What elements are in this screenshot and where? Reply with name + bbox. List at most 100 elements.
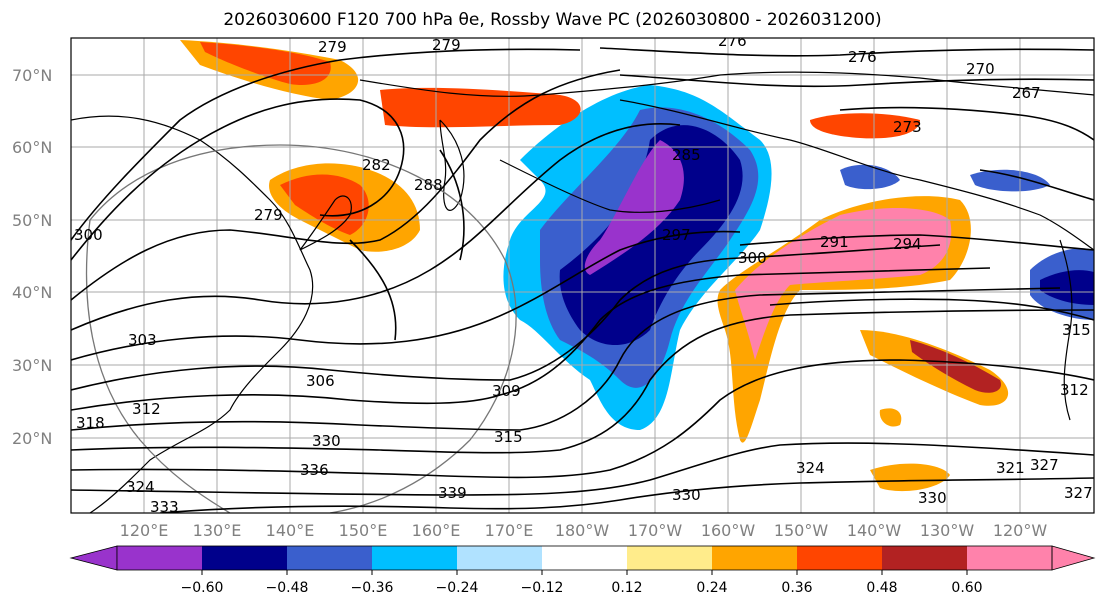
colorbar-tick-label: 0.12 <box>611 580 642 596</box>
pos-anomaly-north-strong-region <box>200 42 331 86</box>
colorbar-segment <box>542 546 627 570</box>
pos-anomaly-east-pacific-strong-region <box>910 340 1001 393</box>
colorbar-tick-label: −0.36 <box>351 580 394 596</box>
colorbar-tick-label: 0.60 <box>951 580 982 596</box>
colorbar-segment <box>372 546 457 570</box>
longitude-label: 160°W <box>701 521 756 540</box>
figure-title: 2026030600 F120 700 hPa θe, Rossby Wave … <box>223 10 882 30</box>
contour-label: 300 <box>738 249 767 267</box>
colorbar-tick-label: −0.24 <box>436 580 479 596</box>
contour-label: 303 <box>128 331 157 349</box>
colorbar-segment <box>287 546 372 570</box>
contour-label: 288 <box>414 176 443 194</box>
colorbar-segment <box>202 546 287 570</box>
contour-label: 315 <box>1062 321 1091 339</box>
kamchatka-coastline <box>439 119 465 211</box>
north-america-coastline <box>1059 239 1073 421</box>
longitude-label: 170°W <box>628 521 683 540</box>
pos-anomaly-gulf-region <box>810 113 920 139</box>
colorbar-tick-label: 0.36 <box>781 580 812 596</box>
longitude-label: 130°W <box>920 521 975 540</box>
colorbar-segment <box>627 546 712 570</box>
colorbar-extend-max <box>1051 545 1096 571</box>
contour-label: 324 <box>126 478 155 496</box>
contour-label: 267 <box>1012 84 1041 102</box>
latitude-label: 50°N <box>12 211 52 230</box>
contour-label: 300 <box>74 226 103 244</box>
contour-label: 312 <box>132 400 161 418</box>
contour-label: 336 <box>300 461 329 479</box>
reference-circle <box>85 144 517 513</box>
pos-anomaly-hawaii-region <box>879 408 902 427</box>
neg-anomaly-purple-region <box>584 140 684 275</box>
latitude-label: 70°N <box>12 66 52 85</box>
colorbar-tick-label: 0.48 <box>866 580 897 596</box>
aleutian-chain <box>499 159 721 213</box>
contour-label: 339 <box>438 484 467 502</box>
contour-label: 276 <box>848 48 877 66</box>
colorbar-segment <box>967 546 1052 570</box>
longitude-label: 140°E <box>266 521 315 540</box>
contour-label: 321 <box>996 459 1025 477</box>
contour-label: 327 <box>1064 484 1093 502</box>
pos-anomaly-siberia-region <box>380 87 581 128</box>
pos-anomaly-pink-region <box>735 208 952 360</box>
anomaly-shading <box>180 40 1094 492</box>
contour-label: 276 <box>718 32 747 50</box>
colorbar: −0.60 −0.48 −0.36 −0.24 −0.12 0.12 0.24 … <box>69 545 1096 596</box>
contour-label: 279 <box>432 36 461 54</box>
contour-label: 324 <box>796 459 825 477</box>
contour-label: 333 <box>150 498 179 516</box>
contour-label: 279 <box>254 206 283 224</box>
contour-label: 285 <box>672 146 701 164</box>
neg-anomaly-bc-dark-region <box>1040 270 1094 305</box>
alaska-coastline <box>619 99 1094 251</box>
contour-label: 291 <box>820 233 849 251</box>
colorbar-segment <box>712 546 797 570</box>
contour-label: 273 <box>893 118 922 136</box>
contour-label: 294 <box>893 235 922 253</box>
contour-label: 330 <box>918 489 947 507</box>
contour-label: 279 <box>318 38 347 56</box>
neg-anomaly-east-region <box>970 169 1050 192</box>
colorbar-tick-label: −0.12 <box>521 580 564 596</box>
contour-label: 270 <box>966 60 995 78</box>
contour-label: 309 <box>492 382 521 400</box>
coastlines <box>71 71 1094 513</box>
longitude-label: 120°W <box>993 521 1048 540</box>
japan-coastline <box>299 195 352 251</box>
contour-label: 306 <box>306 372 335 390</box>
colorbar-segment <box>882 546 967 570</box>
contour-label: 330 <box>672 486 701 504</box>
contour-label: 297 <box>662 226 691 244</box>
contour-label: 318 <box>76 414 105 432</box>
neg-anomaly-dark-region <box>559 125 743 345</box>
contour-label: 315 <box>494 428 523 446</box>
longitude-label: 150°E <box>339 521 388 540</box>
latitude-label: 30°N <box>12 356 52 375</box>
contour-label: 327 <box>1030 456 1059 474</box>
latitude-label: 20°N <box>12 429 52 448</box>
theta-e-contours <box>71 47 1094 513</box>
contour-label: 312 <box>1060 381 1089 399</box>
colorbar-segment <box>457 546 542 570</box>
colorbar-tick-label: −0.60 <box>181 580 224 596</box>
longitude-label: 140°W <box>847 521 902 540</box>
colorbar-tick-label: −0.48 <box>266 580 309 596</box>
longitude-label: 170°E <box>485 521 534 540</box>
pos-anomaly-south-region <box>870 463 950 492</box>
latitude-label: 40°N <box>12 283 52 302</box>
colorbar-tick-label: 0.24 <box>696 580 727 596</box>
longitude-label: 130°E <box>193 521 242 540</box>
map-frame <box>70 37 1095 514</box>
arctic-coastline <box>359 71 1094 97</box>
latitude-labels: 70°N 60°N 50°N 40°N 30°N 20°N <box>12 66 52 448</box>
longitude-label: 180°W <box>555 521 610 540</box>
contour-label: 330 <box>312 432 341 450</box>
longitude-labels: 120°E 130°E 140°E 150°E 160°E 170°E 180°… <box>120 521 1048 540</box>
latitude-label: 60°N <box>12 138 52 157</box>
longitude-label: 160°E <box>412 521 461 540</box>
colorbar-extend-min <box>69 545 118 571</box>
graticule <box>71 38 1094 513</box>
